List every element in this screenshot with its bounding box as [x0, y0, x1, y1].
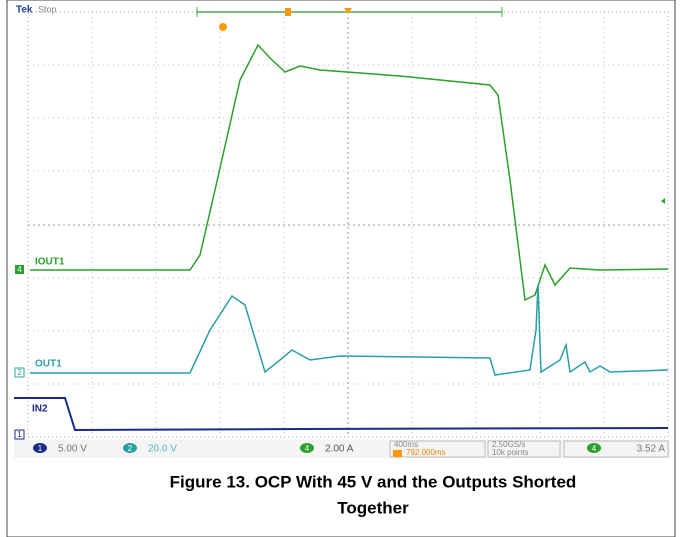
- trig-badge: [587, 443, 601, 453]
- ch4-scale: 2.00 A: [325, 444, 354, 455]
- ch-marker: [15, 265, 24, 274]
- ch4-num: 4: [305, 444, 310, 453]
- center-axes: [28, 12, 668, 437]
- iout1-trace: [30, 43, 669, 302]
- trigger-pos: 792.000ms: [406, 448, 446, 457]
- in2-trace: [14, 397, 669, 432]
- caption: Figure 13. OCP With 45 V and the Outputs…: [170, 472, 577, 491]
- trig-level: 3.52 A: [637, 444, 666, 455]
- frame: [6, 0, 676, 537]
- ch-marker: [14, 429, 25, 440]
- ch2-scale: 20.0 V: [148, 444, 177, 455]
- out1-trace: [30, 284, 669, 376]
- screen-bg: [14, 4, 670, 440]
- status-bar: 1 5.00 V 2 20.0 V 4 2.00 A 400ms 792.000…: [14, 440, 670, 458]
- ch-marker-text: 2: [17, 368, 22, 377]
- trigger-pos-marker: [285, 8, 291, 16]
- trig-src: 4: [592, 444, 597, 453]
- ch1-scale: 5.00 V: [58, 444, 87, 455]
- ch-marker: [14, 367, 25, 378]
- trace-label: OUT1: [35, 359, 62, 370]
- record: 10k points: [492, 448, 528, 457]
- sample-rate: 2.50GS/s: [492, 440, 525, 449]
- brand: Tek: [16, 5, 33, 16]
- trace-label: IOUT1: [35, 257, 65, 268]
- ch-marker-text: 4: [17, 265, 22, 274]
- ch1-badge: [33, 443, 47, 453]
- status-bg: [14, 440, 670, 458]
- trigger-level-marker: [661, 198, 665, 204]
- ch4-badge: [300, 443, 314, 453]
- acq-box: [487, 440, 561, 458]
- expansion-marker: [344, 8, 352, 14]
- trig-pos-icon: [393, 450, 402, 457]
- trace-label: IN2: [32, 404, 48, 415]
- ch1-num: 1: [38, 444, 43, 453]
- t-marker: [219, 23, 227, 31]
- timebase: 400ms: [394, 440, 418, 449]
- ch2-badge: [123, 443, 137, 453]
- time-box: [389, 440, 486, 458]
- caption: Together: [337, 498, 409, 517]
- ch2-num: 2: [128, 444, 133, 453]
- ch-marker-text: 1: [17, 430, 22, 439]
- state: Stop: [38, 4, 57, 14]
- scope-screen: Tek Stop IOUT1 OUT1 IN2 4 2 1: [14, 4, 670, 440]
- trig-box: [563, 440, 669, 458]
